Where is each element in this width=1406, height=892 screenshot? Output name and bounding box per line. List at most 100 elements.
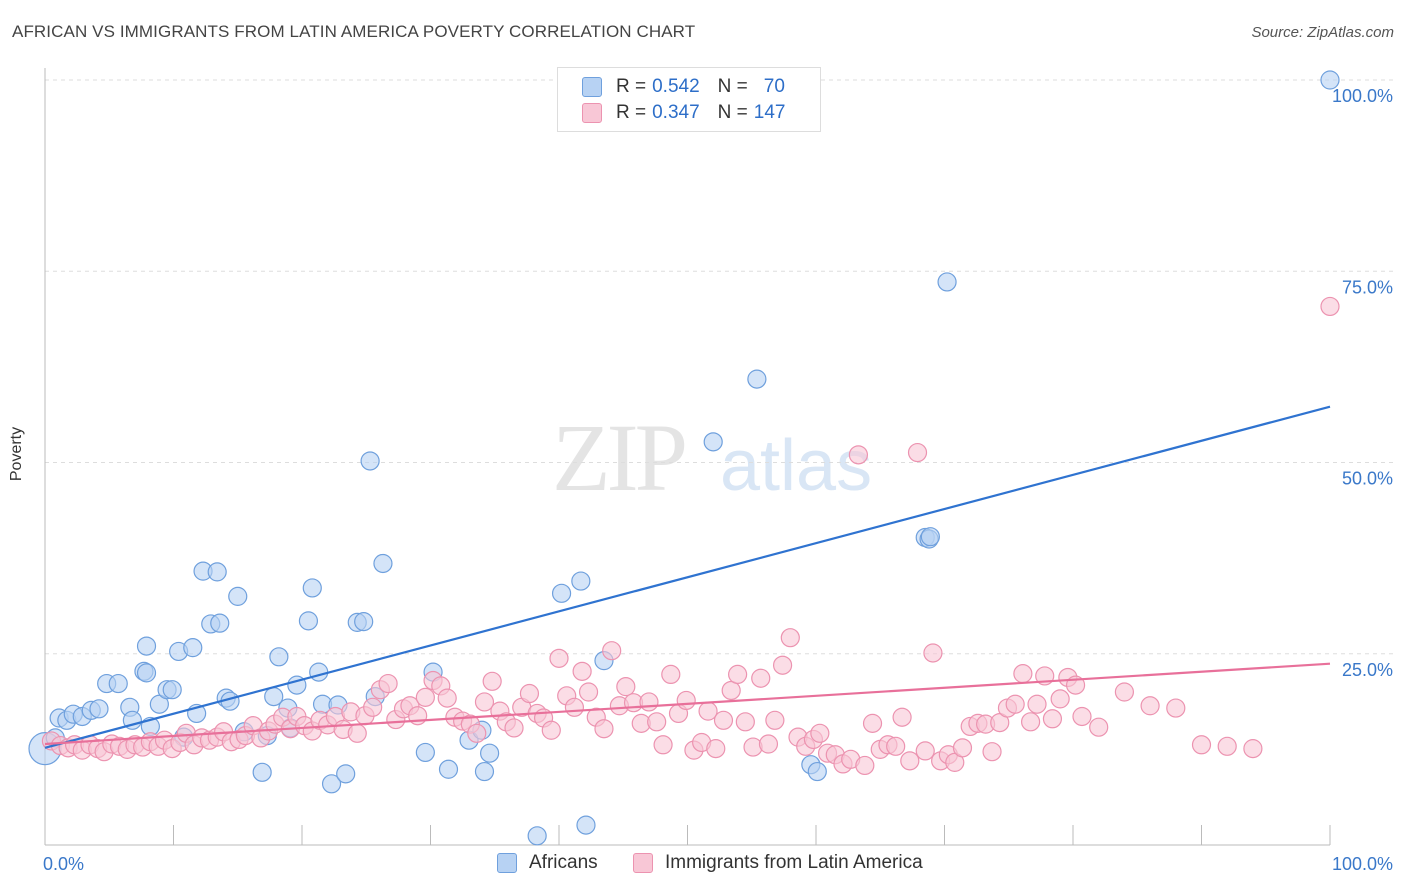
bottom-legend-africans: Africans — [497, 852, 598, 874]
data-point — [1013, 664, 1033, 684]
data-point — [309, 662, 329, 682]
y-tick-label: 75.0% — [1342, 277, 1393, 297]
data-point — [183, 638, 203, 658]
data-point — [706, 739, 726, 759]
chart-title: AFRICAN VS IMMIGRANTS FROM LATIN AMERICA… — [12, 22, 696, 41]
data-point — [415, 742, 435, 763]
data-point — [136, 636, 157, 656]
data-point — [713, 710, 734, 730]
data-point — [437, 688, 457, 708]
data-point — [1243, 739, 1263, 759]
data-point — [735, 712, 755, 732]
legend-r-label: R = — [616, 102, 647, 123]
data-point — [1050, 689, 1070, 709]
data-point — [207, 562, 227, 582]
data-point — [527, 826, 547, 846]
legend-r-value: 0.542 — [652, 76, 700, 97]
legend-n-label: N = — [717, 76, 748, 97]
data-point — [810, 723, 830, 743]
y-tick-label: 50.0% — [1342, 469, 1393, 489]
data-point — [676, 690, 696, 711]
data-point — [594, 719, 614, 739]
data-point — [653, 735, 673, 755]
data-point — [1005, 694, 1025, 714]
data-point — [578, 682, 599, 702]
data-point — [747, 369, 767, 389]
data-point — [1114, 682, 1135, 702]
data-point — [1020, 712, 1041, 732]
data-point — [474, 692, 495, 712]
data-point — [765, 710, 785, 730]
stats-legend: R = 0.542 N = 70 R = 0.347 N = 147 — [557, 67, 821, 132]
latin-america-trend-line — [44, 662, 1331, 746]
axes — [44, 68, 1331, 846]
data-point — [780, 628, 800, 648]
data-point — [602, 641, 622, 661]
legend-n-label: N = — [717, 102, 748, 123]
data-point — [892, 707, 912, 727]
data-point — [1166, 698, 1186, 718]
data-point — [1320, 296, 1340, 317]
trend-lines — [44, 405, 1331, 749]
x-tick-label: 100.0% — [1332, 854, 1393, 874]
legend-row-latin-america: R = 0.347 N = 147 — [582, 101, 785, 125]
data-point — [639, 692, 659, 712]
data-point — [923, 643, 943, 663]
watermark-zip: ZIP — [552, 404, 685, 511]
data-point — [1191, 735, 1212, 755]
data-point — [354, 612, 374, 632]
data-point — [549, 648, 569, 668]
bottom-legend-latin-america: Immigrants from Latin America — [633, 852, 923, 874]
data-point — [336, 764, 356, 784]
data-point — [298, 611, 319, 631]
data-point — [360, 451, 380, 471]
data-point — [937, 272, 957, 292]
data-point — [1140, 696, 1160, 716]
data-point — [751, 668, 771, 688]
data-point — [647, 712, 667, 732]
data-point — [758, 734, 779, 754]
data-point — [438, 759, 459, 779]
data-point — [1089, 717, 1109, 737]
data-point — [1217, 736, 1237, 756]
data-point — [210, 613, 230, 633]
data-point — [576, 815, 596, 835]
data-point — [907, 442, 928, 463]
legend-swatch-blue — [582, 77, 602, 97]
data-point — [920, 527, 940, 547]
data-point — [482, 671, 502, 691]
data-point — [886, 736, 906, 756]
data-point — [572, 661, 592, 681]
data-point — [564, 697, 585, 717]
legend-swatch-pink — [582, 103, 602, 123]
x-tick-label: 0.0% — [43, 854, 84, 874]
data-point — [952, 738, 973, 758]
data-point — [252, 762, 272, 782]
data-point — [269, 647, 289, 667]
data-point — [415, 687, 435, 707]
data-point — [1320, 70, 1340, 90]
data-point — [915, 741, 935, 761]
watermark: ZIP atlas — [552, 404, 872, 511]
data-point — [467, 723, 487, 743]
data-point — [378, 673, 398, 694]
tick-labels: 25.0% 50.0% 75.0% 100.0% 0.0% 100.0% — [43, 86, 1393, 874]
y-tick-label: 25.0% — [1342, 660, 1393, 680]
bottom-legend-swatch-blue — [497, 853, 517, 873]
data-point — [982, 742, 1002, 762]
data-point — [728, 664, 748, 685]
data-point — [228, 586, 248, 606]
data-point — [551, 583, 572, 603]
legend-n-value: 147 — [753, 102, 786, 123]
data-point — [571, 571, 591, 591]
legend-n-value: 70 — [763, 76, 785, 97]
data-point — [89, 699, 109, 719]
legend-r-value: 0.347 — [652, 102, 700, 123]
data-point — [1027, 694, 1047, 714]
data-point — [772, 655, 793, 675]
data-point — [373, 553, 393, 574]
data-point — [807, 761, 827, 782]
africans-trend-line — [44, 405, 1331, 749]
data-point — [862, 713, 883, 733]
